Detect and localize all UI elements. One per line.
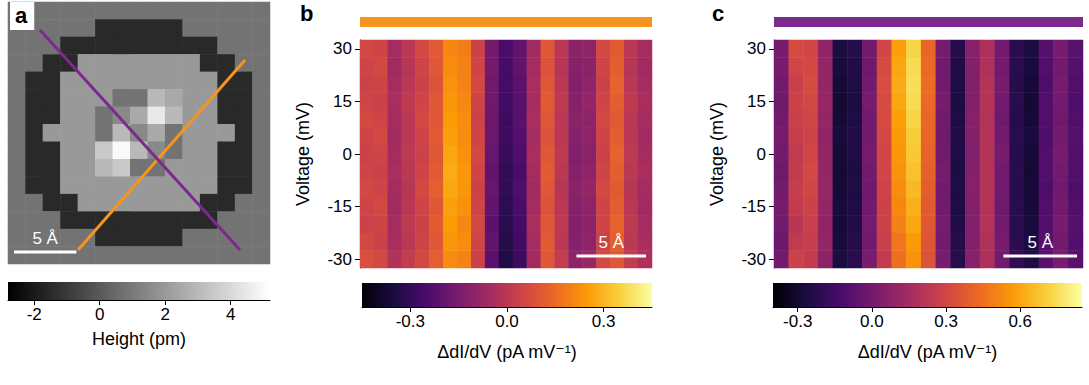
svg-text:5 Å: 5 Å [32,229,58,248]
svg-text:a: a [15,3,28,28]
svg-text:30: 30 [333,39,352,58]
svg-text:0.3: 0.3 [934,312,958,331]
svg-text:Voltage (mV): Voltage (mV) [293,102,313,206]
svg-text:-15: -15 [327,197,352,216]
svg-text:5 Å: 5 Å [598,233,624,252]
svg-text:-2: -2 [27,305,42,324]
svg-text:15: 15 [747,92,766,111]
svg-text:-30: -30 [327,250,352,269]
svg-text:Height (pm): Height (pm) [92,329,186,349]
svg-text:-0.3: -0.3 [783,312,812,331]
svg-text:15: 15 [333,92,352,111]
svg-text:ΔdI/dV (pA mV⁻¹): ΔdI/dV (pA mV⁻¹) [858,342,998,362]
svg-text:2: 2 [160,305,169,324]
svg-text:0: 0 [95,305,104,324]
svg-text:ΔdI/dV (pA mV⁻¹): ΔdI/dV (pA mV⁻¹) [437,342,577,362]
svg-text:0.3: 0.3 [592,312,616,331]
svg-text:-15: -15 [741,197,766,216]
svg-text:30: 30 [747,39,766,58]
svg-text:5 Å: 5 Å [1027,233,1053,252]
svg-text:0: 0 [757,145,766,164]
svg-text:c: c [712,1,724,26]
svg-text:b: b [300,1,313,26]
svg-text:4: 4 [226,305,235,324]
svg-text:0.0: 0.0 [860,312,884,331]
svg-text:0: 0 [343,145,352,164]
svg-text:0.0: 0.0 [495,312,519,331]
svg-text:-0.3: -0.3 [396,312,425,331]
svg-text:Voltage (mV): Voltage (mV) [707,102,727,206]
svg-text:-30: -30 [741,250,766,269]
svg-text:0.6: 0.6 [1008,312,1032,331]
